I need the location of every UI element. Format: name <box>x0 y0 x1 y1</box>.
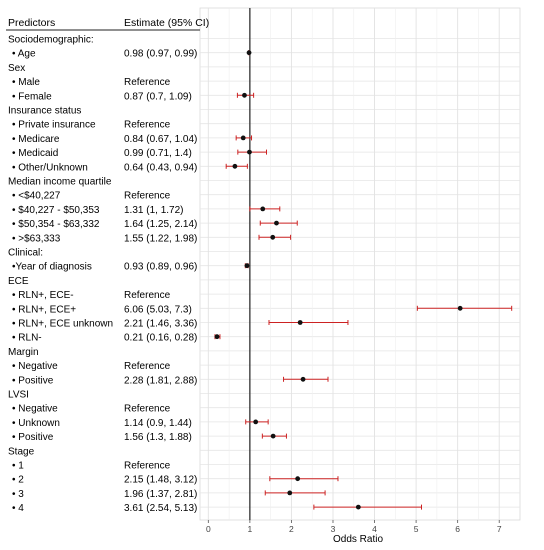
predictors-header: Predictors <box>8 17 55 29</box>
x-tick-label: 6 <box>455 524 460 534</box>
predictor-label: • Male <box>12 77 40 88</box>
predictor-label: • RLN+, ECE unknown <box>12 319 113 330</box>
estimate-text: 2.15 (1.48, 3.12) <box>124 475 197 486</box>
odds-ratio-point <box>300 376 306 382</box>
odds-ratio-point <box>246 50 252 56</box>
estimate-text: 0.21 (0.16, 0.28) <box>124 333 197 344</box>
x-tick-label: 3 <box>331 524 336 534</box>
predictor-label: • 4 <box>12 503 24 514</box>
x-tick-label: 4 <box>372 524 377 534</box>
odds-ratio-point <box>274 220 279 226</box>
predictor-label: • 3 <box>12 489 24 500</box>
estimate-header: Estimate (95% CI) <box>124 17 209 29</box>
estimate-text: 2.28 (1.81, 2.88) <box>124 375 197 386</box>
rows-layer: Sociodemographic: • Age 0.98 (0.97, 0.99) S… <box>8 35 197 515</box>
section-label: Sociodemographic: <box>8 35 94 46</box>
predictor-label: • RLN+, ECE+ <box>12 304 76 315</box>
x-tick-label: 1 <box>248 524 253 534</box>
estimate-text: Reference <box>124 77 171 88</box>
predictor-label: • Private insurance <box>12 120 96 131</box>
x-tick-label: 5 <box>414 524 419 534</box>
estimate-text: 0.84 (0.67, 1.04) <box>124 134 197 145</box>
odds-ratio-point <box>247 149 252 155</box>
predictor-label: • Medicaid <box>12 148 58 159</box>
estimate-text: 0.87 (0.7, 1.09) <box>124 91 192 102</box>
section-label: Sex <box>8 63 25 74</box>
estimate-text: 0.64 (0.43, 0.94) <box>124 162 197 173</box>
predictor-label: • Other/Unknown <box>12 162 88 173</box>
estimate-text: Reference <box>124 191 171 202</box>
estimate-text: Reference <box>124 290 171 301</box>
predictor-label: • Positive <box>12 375 54 386</box>
estimate-text: 3.61 (2.54, 5.13) <box>124 503 197 514</box>
odds-ratio-point <box>260 206 266 212</box>
estimate-text: 1.14 (0.9, 1.44) <box>124 418 192 429</box>
estimate-text: 6.06 (5.03, 7.3) <box>124 304 192 315</box>
estimate-text: 0.99 (0.71, 1.4) <box>124 148 192 159</box>
predictor-label: • >$63,333 <box>12 233 61 244</box>
predictor-label: • Negative <box>12 404 58 415</box>
predictor-label: • Medicare <box>12 134 60 145</box>
odds-ratio-point <box>297 320 303 325</box>
estimate-text: 0.93 (0.89, 0.96) <box>124 262 197 273</box>
section-label: ECE <box>8 276 29 287</box>
predictor-label: • Age <box>12 49 36 60</box>
odds-ratio-point <box>287 490 293 496</box>
odds-ratio-point <box>214 334 220 340</box>
predictor-label: • 2 <box>12 475 24 486</box>
predictor-label: •Year of diagnosis <box>12 262 92 273</box>
predictor-label: • Unknown <box>12 418 60 429</box>
estimate-text: Reference <box>124 120 171 131</box>
estimate-text: Reference <box>124 404 171 415</box>
predictor-label: • RLN- <box>12 333 42 344</box>
predictor-label: • Negative <box>12 361 58 372</box>
section-label: LVSI <box>8 390 29 401</box>
x-axis: 0 1 2 3 4 5 6 7 <box>206 520 502 534</box>
estimate-text: 0.98 (0.97, 0.99) <box>124 49 197 60</box>
section-label: Clinical: <box>8 248 43 259</box>
predictor-label: • <$40,227 <box>12 191 61 202</box>
x-tick-label: 7 <box>497 524 502 534</box>
predictor-label: • Female <box>12 91 52 102</box>
estimate-text: 1.64 (1.25, 2.14) <box>124 219 197 230</box>
odds-ratio-point <box>355 504 361 510</box>
predictor-label: • $50,354 - $63,332 <box>12 219 100 230</box>
x-tick-label: 0 <box>206 524 211 534</box>
odds-ratio-point <box>232 163 238 169</box>
odds-ratio-point <box>240 135 246 141</box>
section-label: Median income quartile <box>8 177 112 188</box>
odds-ratio-point <box>244 263 250 269</box>
odds-ratio-point <box>253 419 259 425</box>
section-label: Insurance status <box>8 106 81 117</box>
section-label: Margin <box>8 347 39 358</box>
estimate-text: 2.21 (1.46, 3.36) <box>124 319 197 330</box>
predictor-label: • Positive <box>12 432 54 443</box>
odds-ratio-point <box>270 234 276 240</box>
x-tick-label: 2 <box>289 524 294 534</box>
estimate-text: 1.96 (1.37, 2.81) <box>124 489 197 500</box>
predictor-label: • $40,227 - $50,353 <box>12 205 100 216</box>
marks-layer <box>214 8 513 520</box>
estimate-text: 1.55 (1.22, 1.98) <box>124 233 197 244</box>
odds-ratio-point <box>242 92 247 98</box>
section-label: Stage <box>8 446 35 457</box>
estimate-text: Reference <box>124 361 171 372</box>
odds-ratio-point <box>270 433 276 439</box>
estimate-text: 1.31 (1, 1.72) <box>124 205 183 216</box>
x-axis-label: Odds Ratio <box>333 534 383 545</box>
estimate-text: 1.56 (1.3, 1.88) <box>124 432 192 443</box>
odds-ratio-point <box>295 476 301 482</box>
odds-ratio-point <box>457 305 463 311</box>
estimate-text: Reference <box>124 461 171 472</box>
predictor-label: • 1 <box>12 461 24 472</box>
predictor-label: • RLN+, ECE- <box>12 290 74 301</box>
